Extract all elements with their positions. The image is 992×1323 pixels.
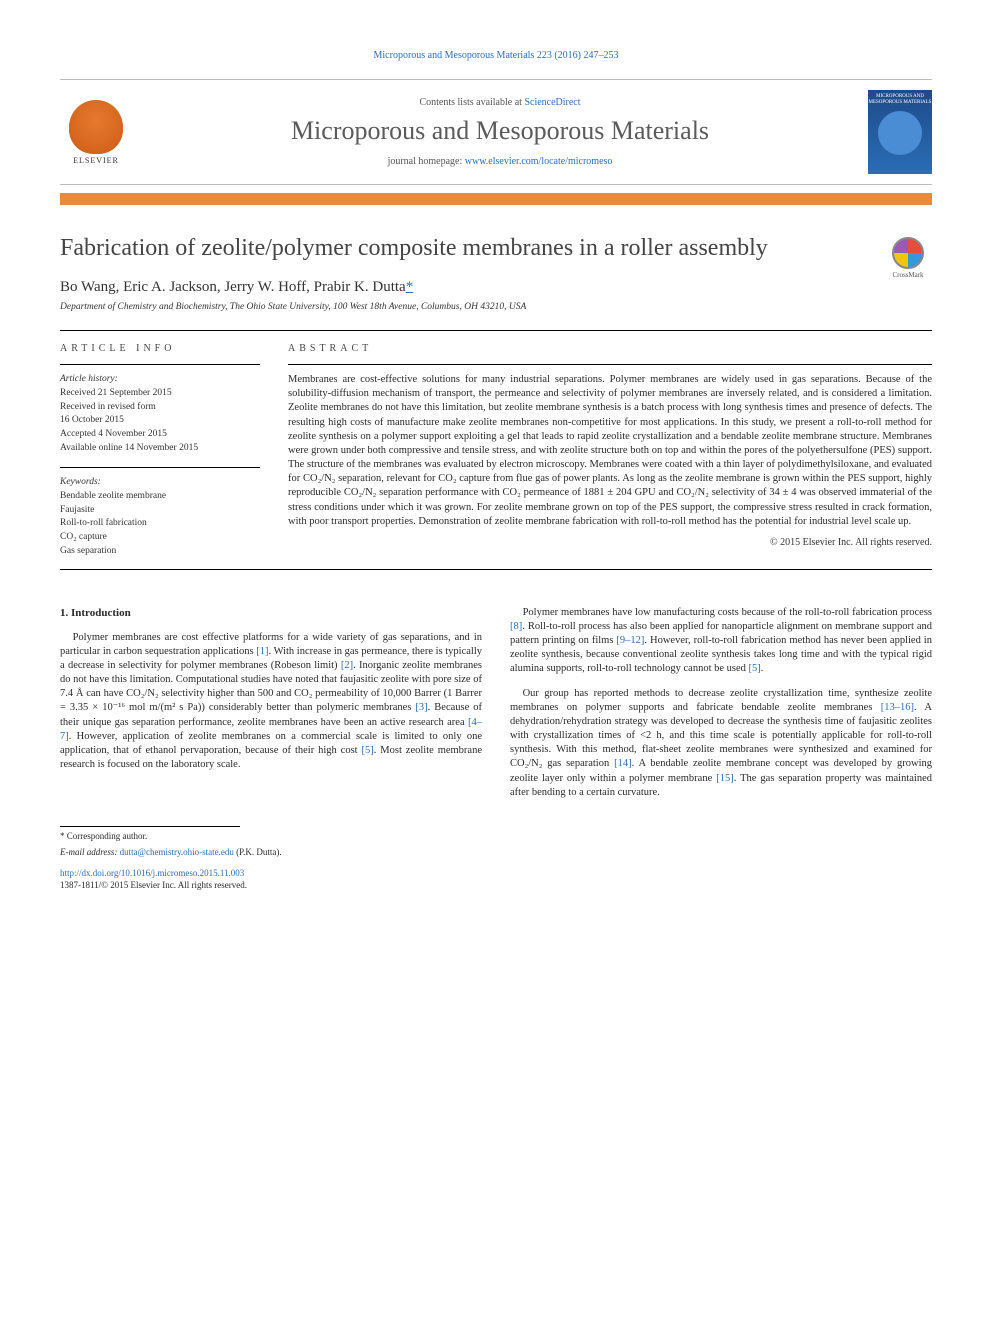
p3a: Our group has reported methods to decrea… [510,688,932,713]
cover-art-icon [878,111,922,155]
elsevier-logo: ELSEVIER [60,92,132,172]
article-body: 1. Introduction Polymer membranes are co… [60,606,932,800]
crossmark-badge[interactable]: CrossMark [884,237,932,279]
homepage-prefix: journal homepage: [388,156,465,167]
journal-name: Microporous and Mesoporous Materials [144,116,856,146]
corr-email-link[interactable]: dutta@chemistry.ohio-state.edu [120,847,234,857]
history-received: Received 21 September 2015 [60,387,260,400]
p1f: their high cost [295,745,362,756]
ref-13-16[interactable]: [13–16] [881,702,914,713]
keyword-4: CO₂ capture [60,531,260,544]
ref-5[interactable]: [5] [362,745,374,756]
footer: * Corresponding author. E-mail address: … [60,826,932,892]
rule-bottom [60,569,932,570]
abstract-text: Membranes are cost-effective solutions f… [288,373,932,529]
p2d: . [761,663,764,674]
crossmark-icon [892,237,924,269]
keyword-2: Faujasite [60,504,260,517]
rule-top [60,330,932,331]
authors-text: Bo Wang, Eric A. Jackson, Jerry W. Hoff,… [60,279,406,295]
ref-3[interactable]: [3] [415,702,427,713]
journal-cover-thumb: MICROPOROUS AND MESOPOROUS MATERIALS [868,90,932,174]
email-label: E-mail address: [60,847,120,857]
contents-available-line: Contents lists available at ScienceDirec… [144,97,856,108]
article-history: Article history: Received 21 September 2… [60,373,260,455]
ref-2[interactable]: [2] [341,660,353,671]
intro-heading: 1. Introduction [60,606,482,621]
elsevier-label: ELSEVIER [73,156,119,165]
article-title: Fabrication of zeolite/polymer composite… [60,233,864,263]
email-suffix: (P.K. Dutta). [234,847,282,857]
issn-copyright: 1387-1811/© 2015 Elsevier Inc. All right… [60,880,932,892]
history-accepted: Accepted 4 November 2015 [60,428,260,441]
abstract-head: ABSTRACT [288,343,932,354]
email-line: E-mail address: dutta@chemistry.ohio-sta… [60,847,932,859]
corresponding-note: * Corresponding author. [60,826,240,843]
orange-divider-bar [60,193,932,205]
ref-15[interactable]: [15] [716,773,734,784]
author-list: Bo Wang, Eric A. Jackson, Jerry W. Hoff,… [60,279,932,296]
p2a: Polymer membranes have low manufacturing… [523,607,932,618]
journal-header: ELSEVIER Contents lists available at Sci… [60,79,932,185]
contents-prefix: Contents lists available at [419,97,524,108]
kw-head-rule [60,467,260,468]
ref-8[interactable]: [8] [510,621,522,632]
ref-1[interactable]: [1] [256,646,268,657]
article-info-head: ARTICLE INFO [60,343,260,354]
citation-line: Microporous and Mesoporous Materials 223… [60,50,932,61]
ref-9-12[interactable]: [9–12] [616,635,644,646]
history-revised-date: 16 October 2015 [60,414,260,427]
info-head-rule [60,364,260,365]
keyword-5: Gas separation [60,545,260,558]
homepage-line: journal homepage: www.elsevier.com/locat… [144,156,856,167]
cover-title: MICROPOROUS AND MESOPOROUS MATERIALS [868,94,932,105]
affiliation: Department of Chemistry and Biochemistry… [60,302,932,312]
sciencedirect-link[interactable]: ScienceDirect [524,97,580,108]
homepage-link[interactable]: www.elsevier.com/locate/micromeso [465,156,613,167]
crossmark-label: CrossMark [892,271,923,279]
corresponding-mark[interactable]: * [406,279,414,295]
keywords-label: Keywords: [60,476,260,489]
ref-5b[interactable]: [5] [749,663,761,674]
ref-14[interactable]: [14] [614,758,632,769]
history-revised-label: Received in revised form [60,401,260,414]
keywords-block: Keywords: Bendable zeolite membrane Fauj… [60,476,260,558]
abstract-head-rule [288,364,932,365]
history-online: Available online 14 November 2015 [60,442,260,455]
elsevier-tree-icon [69,100,123,154]
history-label: Article history: [60,373,260,386]
abstract-copyright: © 2015 Elsevier Inc. All rights reserved… [288,537,932,548]
keyword-3: Roll-to-roll fabrication [60,517,260,530]
doi-link[interactable]: http://dx.doi.org/10.1016/j.micromeso.20… [60,868,244,878]
keyword-1: Bendable zeolite membrane [60,490,260,503]
